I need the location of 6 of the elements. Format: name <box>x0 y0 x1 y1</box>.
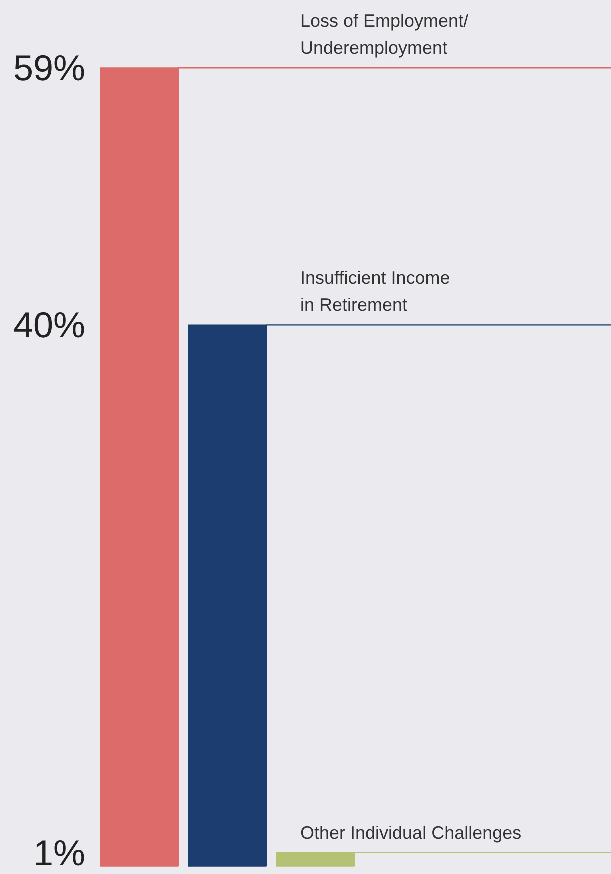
y-tick-label: 59% <box>13 48 86 89</box>
ref-line-label: Other Individual Challenges <box>300 822 522 843</box>
y-tick-label: 40% <box>13 304 86 346</box>
ref-line-label: Loss of Employment/ Underemployment <box>300 11 469 58</box>
y-tick-label: 1% <box>33 832 86 874</box>
ref-line-label: Insufficient Income in Retirement <box>300 268 450 316</box>
